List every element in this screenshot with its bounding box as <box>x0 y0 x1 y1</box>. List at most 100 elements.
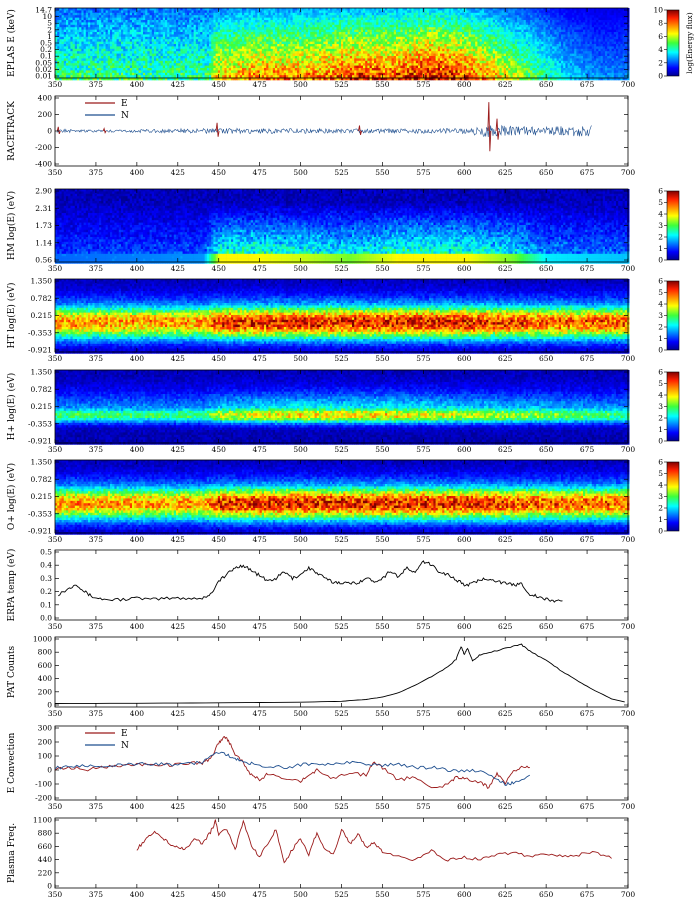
x-tick-label: 450 <box>212 802 227 811</box>
x-tick-label: 650 <box>539 535 554 544</box>
y-axis-label: ERPA temp (eV) <box>6 549 17 622</box>
x-tick-label: 525 <box>334 890 349 899</box>
x-tick-label: 600 <box>457 890 472 899</box>
x-tick-label: 625 <box>498 168 513 177</box>
x-tick-label: 625 <box>498 80 513 89</box>
x-tick-label: 650 <box>539 168 554 177</box>
colorbar-tick-label: 2 <box>658 58 663 67</box>
y-axis-label: HT log(E) (eV) <box>6 282 17 348</box>
colorbar-tick-label: 6 <box>658 458 663 467</box>
x-tick-label: 400 <box>130 622 145 631</box>
y-tick-label: 2.90 <box>35 187 52 196</box>
colorbar-tick-label: 10 <box>653 6 663 15</box>
y-tick-label: 1.350 <box>31 458 53 467</box>
x-tick-label: 450 <box>212 709 227 718</box>
x-tick-label: 500 <box>293 890 308 899</box>
y-tick-label: 100 <box>38 752 53 761</box>
x-tick-label: 675 <box>580 802 595 811</box>
y-tick-label: 300 <box>38 724 53 733</box>
x-tick-label: 575 <box>416 890 431 899</box>
x-tick-label: 375 <box>89 890 104 899</box>
x-tick-label: 500 <box>293 445 308 454</box>
lineplot-racetrack: EN <box>55 96 628 166</box>
x-tick-label: 550 <box>375 80 390 89</box>
x-tick-label: 550 <box>375 445 390 454</box>
x-tick-label: 400 <box>130 354 145 363</box>
x-tick-label: 375 <box>89 80 104 89</box>
x-tick-label: 425 <box>171 168 186 177</box>
x-tick-label: 475 <box>252 445 267 454</box>
plot-area <box>55 818 628 888</box>
x-tick-label: 625 <box>498 445 513 454</box>
x-tick-label: 550 <box>375 622 390 631</box>
x-tick-label: 350 <box>48 802 63 811</box>
y-tick-label: 0.782 <box>31 475 53 484</box>
y-tick-label: 200 <box>38 738 53 747</box>
y-tick-label: 0.782 <box>31 294 53 303</box>
y-tick-label: 1.350 <box>31 277 53 286</box>
y-tick-label: 200 <box>38 110 53 119</box>
x-tick-label: 600 <box>457 445 472 454</box>
colorbar <box>667 462 679 531</box>
x-tick-label: 550 <box>375 802 390 811</box>
y-tick-label: 440 <box>38 855 53 864</box>
x-tick-label: 475 <box>252 622 267 631</box>
y-tick-label: -100 <box>35 780 52 789</box>
lineplot-erpa <box>55 550 628 620</box>
x-tick-label: 700 <box>621 264 636 273</box>
x-tick-label: 675 <box>580 535 595 544</box>
x-tick-label: 500 <box>293 535 308 544</box>
x-tick-label: 400 <box>130 264 145 273</box>
x-tick-label: 525 <box>334 354 349 363</box>
x-tick-label: 700 <box>621 80 636 89</box>
y-tick-label: 600 <box>38 661 53 670</box>
x-tick-label: 475 <box>252 535 267 544</box>
legend-label: N <box>121 741 129 751</box>
lineplot-plasma <box>55 818 628 888</box>
y-tick-label: -0.353 <box>28 328 52 337</box>
x-tick-label: 650 <box>539 802 554 811</box>
colorbar-tick-label: 6 <box>658 187 663 196</box>
y-tick-label: 400 <box>38 674 53 683</box>
x-tick-label: 575 <box>416 354 431 363</box>
x-tick-label: 500 <box>293 264 308 273</box>
lineplot-pat <box>55 637 628 707</box>
x-tick-label: 575 <box>416 80 431 89</box>
colorbar-tick-label: 3 <box>658 492 663 501</box>
colorbar <box>667 372 679 441</box>
x-tick-label: 450 <box>212 80 227 89</box>
x-tick-label: 425 <box>171 622 186 631</box>
colorbar-tick-label: 1 <box>658 425 663 434</box>
x-tick-label: 375 <box>89 709 104 718</box>
x-tick-label: 700 <box>621 709 636 718</box>
y-axis-label: H+ log(E) (eV) <box>6 373 17 441</box>
x-tick-label: 450 <box>212 622 227 631</box>
x-tick-label: 675 <box>580 168 595 177</box>
x-tick-label: 425 <box>171 802 186 811</box>
x-tick-label: 500 <box>293 802 308 811</box>
colorbar-tick-label: 5 <box>658 198 663 207</box>
x-tick-label: 525 <box>334 802 349 811</box>
legend-label: E <box>121 729 128 739</box>
y-axis-label: Plasma Freq. <box>7 823 17 883</box>
x-tick-label: 500 <box>293 80 308 89</box>
y-axis-label: EPLAS E (keV) <box>6 9 17 77</box>
y-axis-label: E Convection <box>7 732 17 793</box>
colorbar <box>667 191 679 260</box>
x-tick-label: 625 <box>498 354 513 363</box>
x-tick-label: 450 <box>212 264 227 273</box>
x-tick-label: 700 <box>621 890 636 899</box>
y-tick-label: 0.4 <box>40 561 52 570</box>
y-axis-label: RACETRACK <box>7 101 17 161</box>
colorbar-tick-label: 4 <box>658 300 663 309</box>
x-tick-label: 675 <box>580 890 595 899</box>
y-axis-label: PAT Counts <box>7 646 17 699</box>
x-tick-label: 400 <box>130 80 145 89</box>
x-tick-label: 650 <box>539 709 554 718</box>
x-tick-label: 600 <box>457 354 472 363</box>
y-tick-label: 1.350 <box>31 368 53 377</box>
colorbar-tick-label: 1 <box>658 515 663 524</box>
colorbar-tick-label: 2 <box>658 504 663 513</box>
y-tick-label: 800 <box>38 648 53 657</box>
